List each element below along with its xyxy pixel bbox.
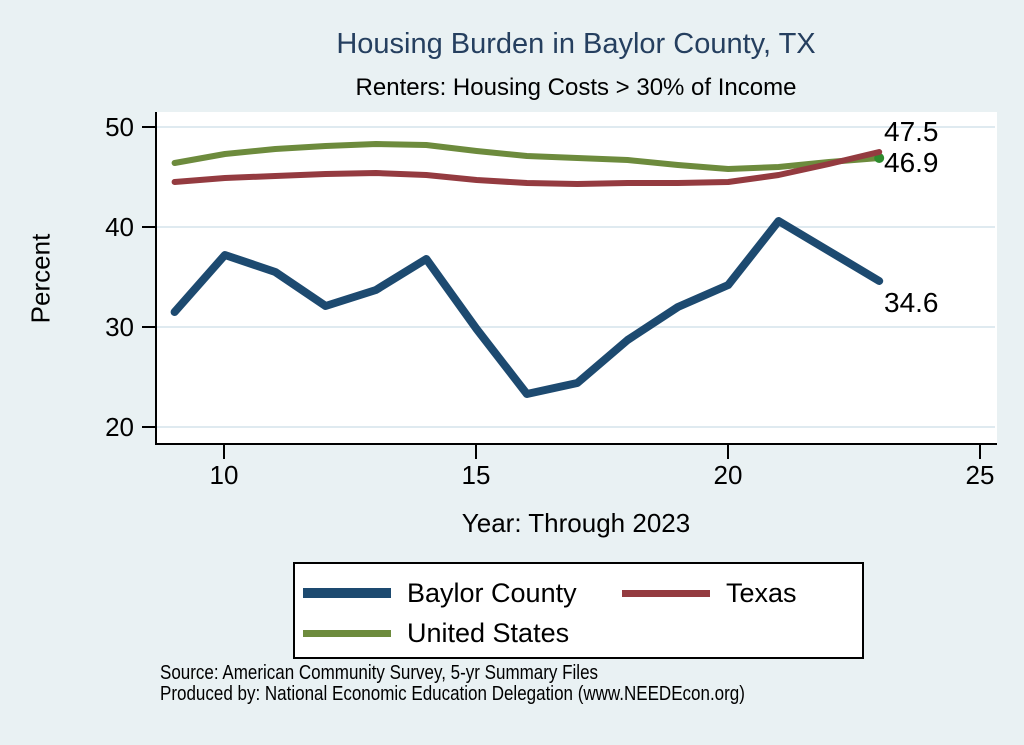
us-end-value-label: 46.9 — [884, 147, 939, 178]
legend-box: Baylor County Texas United States — [293, 562, 864, 659]
legend-item-texas: Texas — [622, 576, 797, 610]
y-tick-mark — [142, 226, 157, 228]
gridline-30 — [157, 326, 995, 328]
x-tick-mark — [475, 445, 477, 459]
x-tick-label-20: 20 — [713, 460, 743, 490]
x-tick-mark — [223, 445, 225, 459]
gridline-20 — [157, 426, 995, 428]
x-tick-label-10: 10 — [209, 460, 239, 490]
gridline-40 — [157, 226, 995, 228]
source-note: Source: American Community Survey, 5-yr … — [160, 662, 599, 684]
y-tick-mark — [142, 426, 157, 428]
legend-label-baylor-county: Baylor County — [407, 577, 577, 608]
legend-item-baylor-county: Baylor County — [303, 576, 577, 610]
line-us — [171, 141, 883, 172]
x-axis-title: Year: Through 2023 — [461, 508, 691, 538]
line-texas — [171, 149, 883, 187]
baylor-end-value-label: 34.6 — [884, 287, 939, 318]
baylor-line-swatch — [303, 588, 391, 598]
line-chart-canvas — [170, 141, 885, 398]
legend-item-united-states: United States — [303, 616, 569, 650]
x-tick-mark — [979, 445, 981, 459]
y-tick-mark — [142, 126, 157, 128]
us-line-swatch — [303, 629, 391, 637]
x-tick-label-25: 25 — [965, 460, 995, 490]
y-tick-label-50: 50 — [105, 112, 134, 142]
x-tick-label-15: 15 — [461, 460, 491, 490]
chart-subtitle: Renters: Housing Costs > 30% of Income — [355, 74, 797, 101]
y-tick-mark — [142, 326, 157, 328]
y-tick-label-30: 30 — [105, 312, 134, 342]
chart-title: Housing Burden in Baylor County, TX — [336, 28, 816, 60]
legend-label-united-states: United States — [407, 617, 570, 648]
y-tick-label-20: 20 — [105, 412, 134, 442]
y-axis-title: Percent — [25, 233, 56, 324]
x-tick-mark — [727, 445, 729, 459]
y-tick-label-40: 40 — [105, 212, 134, 242]
gridline-50 — [157, 126, 995, 128]
plot-area — [155, 112, 997, 445]
producer-note: Produced by: National Economic Education… — [160, 683, 745, 705]
line-baylor — [170, 217, 884, 398]
legend-label-texas: Texas — [726, 577, 797, 608]
texas-end-value-label: 47.5 — [884, 116, 939, 147]
texas-line-swatch — [622, 589, 710, 597]
